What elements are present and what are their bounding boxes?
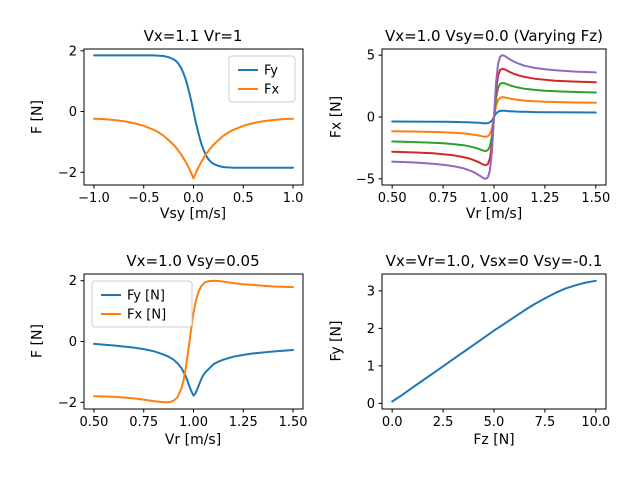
y-tick-label: 0	[367, 397, 375, 412]
legend-label: Fy	[264, 64, 278, 79]
x-tick-label: 0.75	[129, 415, 158, 430]
x-tick-label: 1.00	[179, 415, 208, 430]
series-line-Fx	[93, 279, 294, 404]
subplot-bottom-right-ylabel: Fy [N]	[328, 320, 345, 362]
y-tick-label: 1	[367, 359, 375, 374]
legend-label: Fx	[264, 83, 279, 98]
subplot-top-right-xlabel: Vr [m/s]	[465, 206, 523, 222]
subplot-top-left-xlabel: Vsy [m/s]	[159, 206, 227, 222]
series-line-Fy	[93, 54, 294, 169]
x-tick-label: −1.0	[78, 191, 110, 206]
y-tick-label: 5	[367, 49, 375, 64]
y-tick-label: 2	[69, 44, 77, 59]
subplot-top-left-title: Vx=1.1 Vr=1	[143, 27, 243, 45]
y-tick-label: −5	[356, 172, 375, 187]
subplot-top-right-title: Vx=1.0 Vsy=0.0 (Varying Fz)	[385, 27, 603, 45]
series-line-Fy	[391, 279, 597, 403]
legend-label: Fy [N]	[127, 289, 165, 304]
x-tick-label: 0.0	[382, 415, 403, 430]
x-tick-label: 10.0	[581, 415, 610, 430]
x-tick-label: 1.50	[279, 415, 308, 430]
x-tick-label: 0.5	[233, 191, 254, 206]
x-tick-label: 0.50	[378, 191, 407, 206]
series-line-Fy	[93, 342, 294, 397]
y-tick-label: −2	[58, 166, 77, 181]
y-tick-label: 3	[367, 284, 375, 299]
axes-frame	[381, 273, 607, 410]
x-tick-label: 1.50	[581, 191, 610, 206]
series-line-Fx	[93, 117, 294, 180]
x-tick-label: −0.5	[128, 191, 160, 206]
y-tick-label: 0	[69, 105, 77, 120]
subplot-top-right-ylabel: Fx [N]	[328, 95, 345, 139]
subplot-bottom-left-xlabel: Vr [m/s]	[164, 432, 222, 448]
x-tick-label: 1.25	[229, 415, 258, 430]
x-tick-label: 2.5	[433, 415, 454, 430]
x-tick-label: 0.0	[183, 191, 204, 206]
subplot-top-left-ylabel: F [N]	[29, 100, 46, 134]
subplot-bottom-right-xlabel: Fz [N]	[473, 432, 515, 448]
x-tick-label: 1.0	[283, 191, 304, 206]
x-tick-label: 7.5	[535, 415, 556, 430]
x-tick-label: 0.50	[79, 415, 108, 430]
x-tick-label: 0.75	[429, 191, 458, 206]
legend-box	[228, 55, 296, 103]
x-tick-label: 1.00	[480, 191, 509, 206]
y-tick-label: −2	[58, 396, 77, 411]
series-line-curve-5	[391, 54, 597, 180]
y-tick-label: 2	[69, 274, 77, 289]
y-tick-label: 0	[69, 335, 77, 350]
subplot-bottom-right-title: Vx=Vr=1.0, Vsx=0 Vsy=-0.1	[385, 252, 603, 270]
subplot-bottom-left-title: Vx=1.0 Vsy=0.05	[126, 252, 260, 270]
legend-box	[91, 280, 193, 328]
x-tick-label: 5.0	[484, 415, 505, 430]
y-tick-label: 0	[367, 111, 375, 126]
y-tick-label: 2	[367, 322, 375, 337]
x-tick-label: 1.25	[530, 191, 559, 206]
subplot-bottom-left-ylabel: F [N]	[29, 324, 46, 358]
legend-label: Fx [N]	[127, 308, 166, 323]
